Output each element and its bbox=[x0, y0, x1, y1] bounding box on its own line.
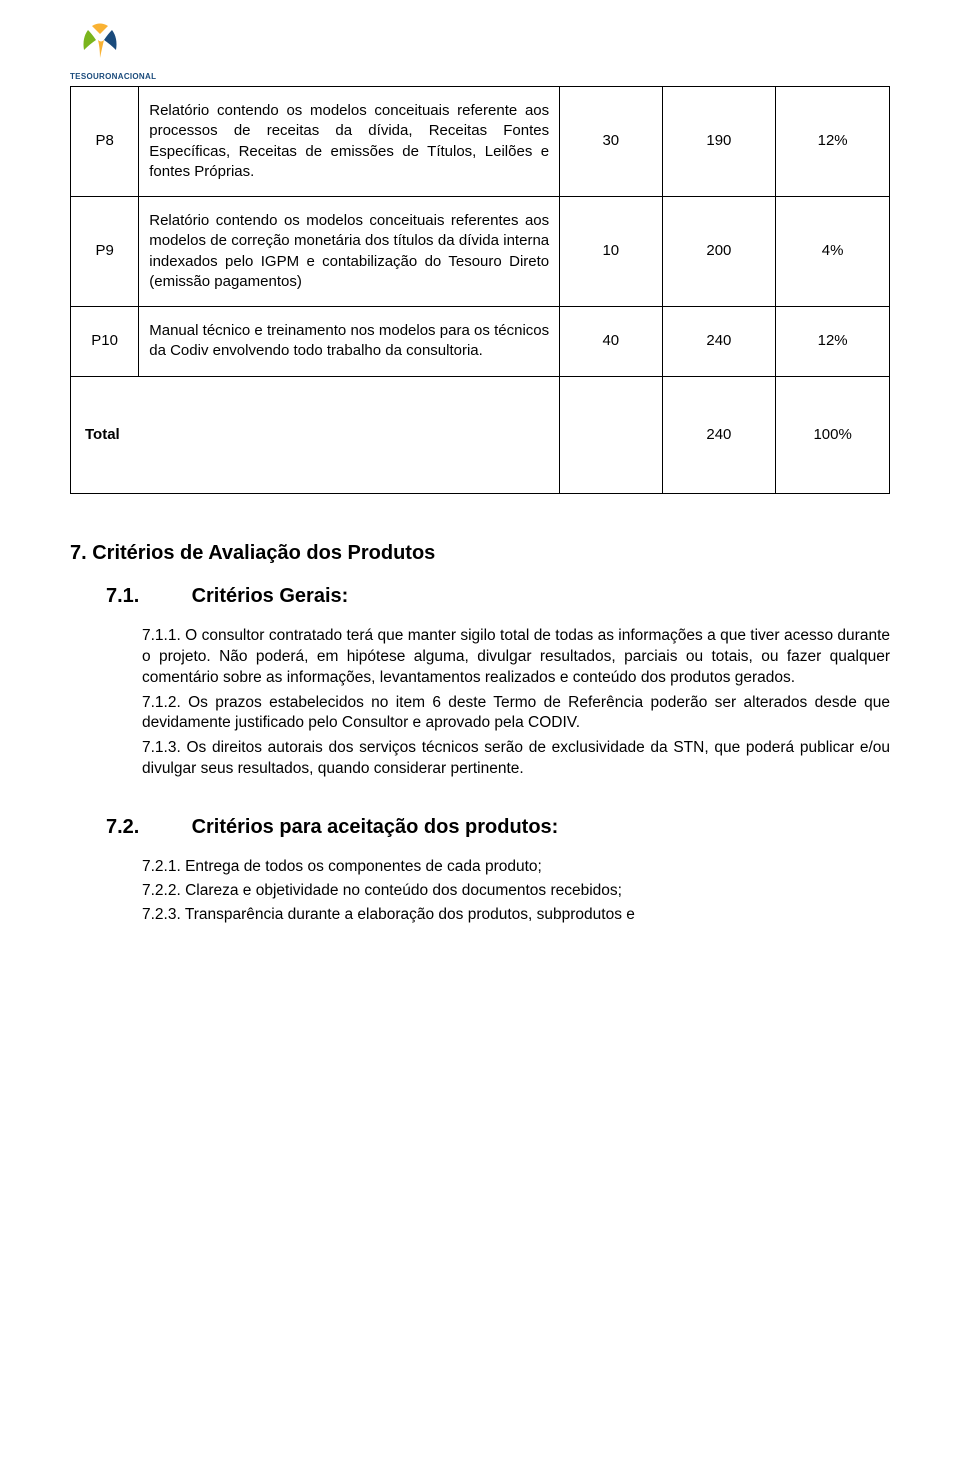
cell-code: P8 bbox=[71, 87, 139, 197]
cell-c1: 10 bbox=[560, 197, 662, 307]
para-7-1-1: 7.1.1. O consultor contratado terá que m… bbox=[70, 626, 890, 689]
table-row: P10 Manual técnico e treinamento nos mod… bbox=[71, 307, 890, 377]
cell-code: P9 bbox=[71, 197, 139, 307]
table-total-row: Total 240 100% bbox=[71, 376, 890, 493]
cell-c2: 190 bbox=[662, 87, 776, 197]
cell-c1: 40 bbox=[560, 307, 662, 377]
cell-total-c3: 100% bbox=[776, 376, 890, 493]
para-text: Os direitos autorais dos serviços técnic… bbox=[142, 739, 890, 777]
table-row: P8 Relatório contendo os modelos conceit… bbox=[71, 87, 890, 197]
item-text: Transparência durante a elaboração dos p… bbox=[185, 906, 635, 923]
cell-total-label: Total bbox=[71, 376, 560, 493]
para-7-1-2: 7.1.2. Os prazos estabelecidos no item 6… bbox=[70, 693, 890, 735]
logo-text: TESOURONACIONAL bbox=[70, 72, 890, 81]
item-num: 7.2.1. bbox=[142, 858, 181, 875]
para-num: 7.1.2. bbox=[142, 694, 181, 711]
para-text: Os prazos estabelecidos no item 6 deste … bbox=[142, 694, 890, 732]
cell-code: P10 bbox=[71, 307, 139, 377]
subsection-title: Critérios para aceitação dos produtos: bbox=[192, 816, 559, 838]
para-num: 7.1.1. bbox=[142, 627, 181, 644]
section-7-1-heading: 7.1. Critérios Gerais: bbox=[70, 585, 890, 608]
cell-c2: 240 bbox=[662, 307, 776, 377]
item-7-2-1: 7.2.1. Entrega de todos os componentes d… bbox=[70, 857, 890, 878]
cell-c2: 200 bbox=[662, 197, 776, 307]
cell-c3: 4% bbox=[776, 197, 890, 307]
item-num: 7.2.3. bbox=[142, 906, 181, 923]
item-7-2-2: 7.2.2. Clareza e objetividade no conteúd… bbox=[70, 881, 890, 902]
item-7-2-3: 7.2.3. Transparência durante a elaboraçã… bbox=[70, 905, 890, 926]
cell-c3: 12% bbox=[776, 307, 890, 377]
subsection-num: 7.1. bbox=[106, 585, 186, 608]
section-7-2-heading: 7.2. Critérios para aceitação dos produt… bbox=[70, 816, 890, 839]
para-7-1-3: 7.1.3. Os direitos autorais dos serviços… bbox=[70, 738, 890, 780]
cell-total-c2: 240 bbox=[662, 376, 776, 493]
logo-mark-icon bbox=[70, 20, 142, 72]
table-row: P9 Relatório contendo os modelos conceit… bbox=[71, 197, 890, 307]
para-text: O consultor contratado terá que manter s… bbox=[142, 627, 890, 686]
item-text: Clareza e objetividade no conteúdo dos d… bbox=[185, 882, 622, 899]
subsection-num: 7.2. bbox=[106, 816, 186, 839]
cell-desc: Relatório contendo os modelos conceituai… bbox=[139, 87, 560, 197]
cell-desc: Manual técnico e treinamento nos modelos… bbox=[139, 307, 560, 377]
logo: TESOURONACIONAL bbox=[70, 20, 890, 81]
cell-c3: 12% bbox=[776, 87, 890, 197]
item-num: 7.2.2. bbox=[142, 882, 181, 899]
cell-c1: 30 bbox=[560, 87, 662, 197]
item-text: Entrega de todos os componentes de cada … bbox=[185, 858, 542, 875]
cell-total-blank bbox=[560, 376, 662, 493]
para-num: 7.1.3. bbox=[142, 739, 181, 756]
products-table: P8 Relatório contendo os modelos conceit… bbox=[70, 86, 890, 494]
subsection-title: Critérios Gerais: bbox=[192, 585, 349, 607]
section-7-heading: 7. Critérios de Avaliação dos Produtos bbox=[70, 542, 890, 565]
cell-desc: Relatório contendo os modelos conceituai… bbox=[139, 197, 560, 307]
